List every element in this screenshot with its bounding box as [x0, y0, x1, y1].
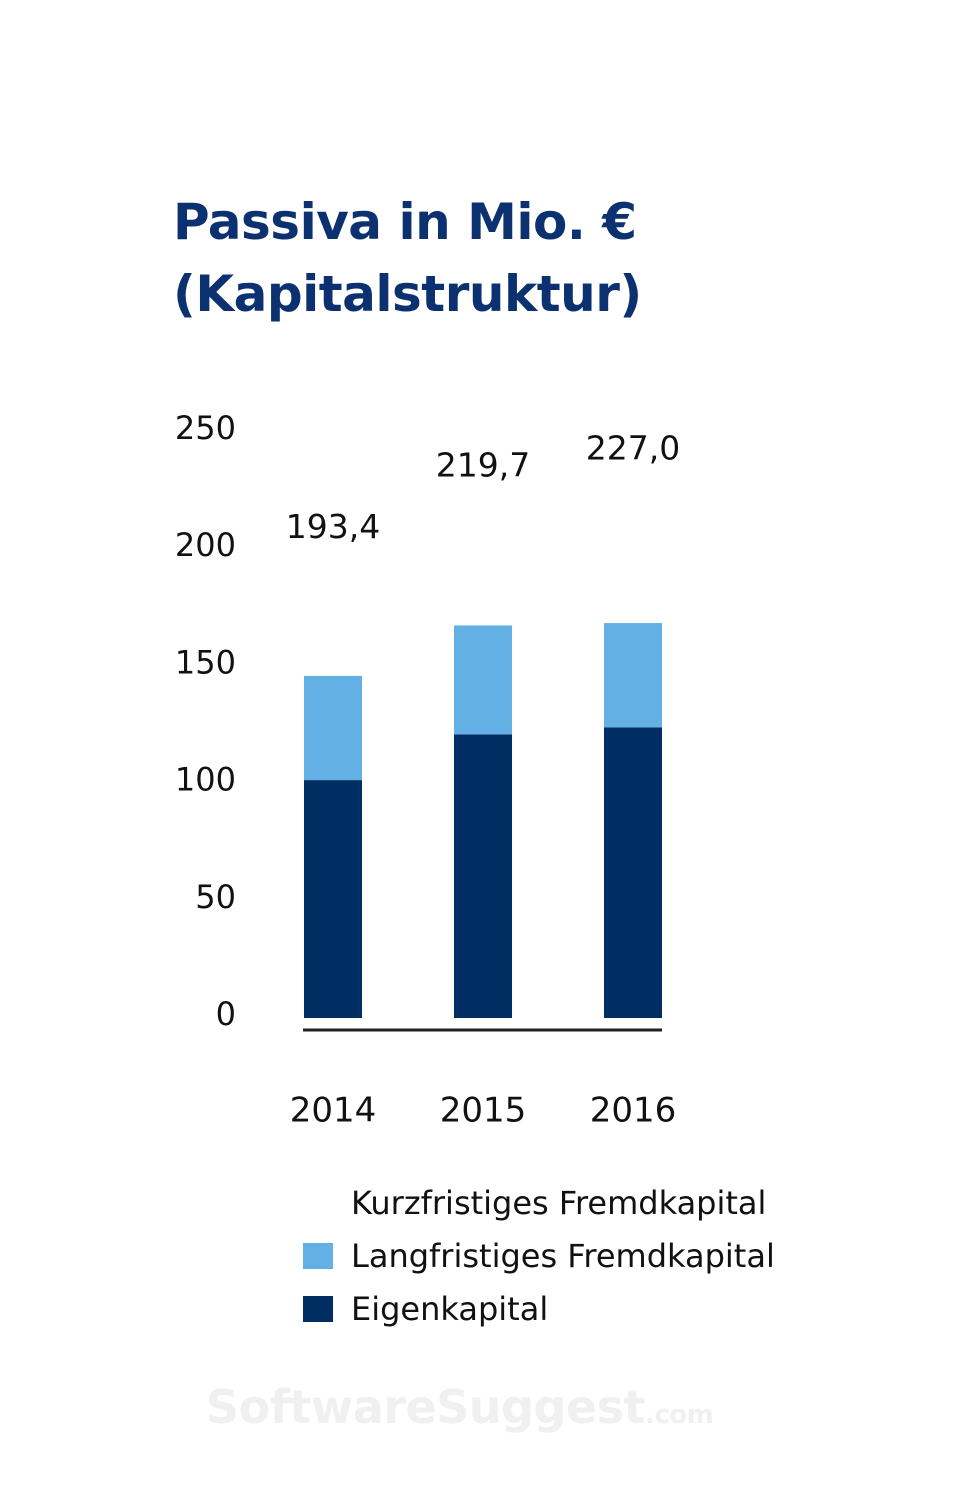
bar-segment-langfristiges-fremdkapital: [454, 625, 512, 735]
legend-item: Langfristiges Fremdkapital: [303, 1229, 775, 1282]
y-tick-label: 0: [216, 995, 236, 1033]
chart-title-line-1: Passiva in Mio. €: [173, 193, 637, 251]
bar-segment-kurzfristiges-fremdkapital: [604, 485, 662, 624]
legend-swatch: [303, 1295, 333, 1322]
y-tick-label: 100: [175, 761, 236, 799]
watermark-main: SoftwareSuggest: [206, 1380, 645, 1434]
data-label-total: 193,4: [286, 507, 380, 546]
bar-segment-eigenkapital: [604, 727, 662, 1018]
bar-segment-langfristiges-fremdkapital: [604, 623, 662, 728]
chart-legend: Kurzfristiges Fremdkapital Langfristiges …: [303, 1176, 775, 1335]
bar-segment-kurzfristiges-fremdkapital: [454, 503, 512, 626]
watermark: SoftwareSuggest.com: [206, 1380, 714, 1434]
legend-label: Kurzfristiges Fremdkapital: [351, 1183, 767, 1222]
chart-title-line-2: (Kapitalstruktur): [173, 265, 642, 323]
bar-segment-kurzfristiges-fremdkapital: [304, 564, 362, 676]
legend-swatch: [303, 1189, 333, 1216]
data-label-total: 227,0: [586, 428, 680, 467]
legend-item: Kurzfristiges Fremdkapital: [303, 1176, 775, 1229]
legend-swatch: [303, 1242, 333, 1269]
watermark-suffix: .com: [644, 1400, 714, 1430]
data-label-total: 219,7: [436, 446, 530, 485]
y-tick-label: 200: [175, 526, 236, 564]
chart-title: Passiva in Mio. € (Kapitalstruktur): [173, 186, 642, 330]
x-tick-label: 2016: [590, 1091, 677, 1131]
legend-label: Langfristiges Fremdkapital: [351, 1236, 775, 1275]
bar-segment-eigenkapital: [304, 780, 362, 1018]
y-tick-label: 150: [175, 643, 236, 681]
bar-segment-langfristiges-fremdkapital: [304, 675, 362, 781]
y-tick-label: 250: [175, 409, 236, 447]
x-tick-label: 2014: [290, 1091, 377, 1131]
legend-item: Eigenkapital: [303, 1282, 775, 1335]
y-tick-label: 50: [195, 878, 236, 916]
legend-label: Eigenkapital: [351, 1289, 549, 1328]
x-tick-label: 2015: [440, 1091, 527, 1131]
bar-segment-eigenkapital: [454, 734, 512, 1018]
